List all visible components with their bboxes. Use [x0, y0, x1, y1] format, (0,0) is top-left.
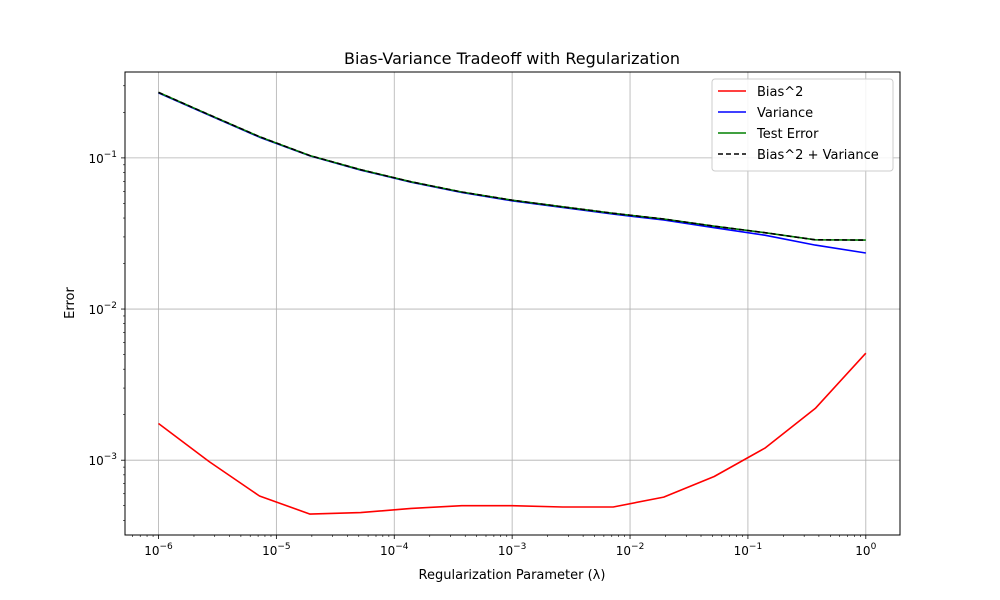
x-axis-label: Regularization Parameter (λ) [419, 568, 606, 583]
x-tick-label: 10−1 [734, 542, 763, 558]
legend-label-3: Bias^2 + Variance [757, 148, 879, 163]
y-tick-label: 10−2 [88, 301, 117, 317]
legend-box [711, 78, 894, 172]
x-tick-label: 10−2 [616, 542, 645, 558]
plot-lines [158, 91, 867, 515]
x-tick-label: 10−5 [262, 542, 291, 558]
legend-label-0: Bias^2 [757, 85, 803, 100]
y-tick-label: 10−3 [88, 452, 117, 468]
legend-label-2: Test Error [756, 127, 819, 142]
y-tick-label: 10−1 [88, 150, 117, 166]
x-tick-label: 10−4 [380, 542, 409, 558]
y-axis-label: Error [63, 287, 78, 319]
x-axis-ticks: 10−6 10−5 10−4 10−3 10−2 10−1 100 [132, 535, 877, 558]
x-tick-label: 10−6 [144, 542, 173, 558]
legend: Bias^2 Variance Test Error Bias^2 + Varianc… [711, 78, 894, 172]
legend-label-1: Variance [757, 106, 813, 121]
y-axis-ticks: 10−3 10−2 10−1 [88, 85, 125, 521]
series-line-0 [158, 352, 867, 515]
x-tick-label: 100 [855, 542, 876, 558]
x-tick-label: 10−3 [498, 542, 527, 558]
chart-title: Bias-Variance Tradeoff with Regularizati… [344, 49, 680, 68]
series-line-3 [158, 91, 866, 241]
